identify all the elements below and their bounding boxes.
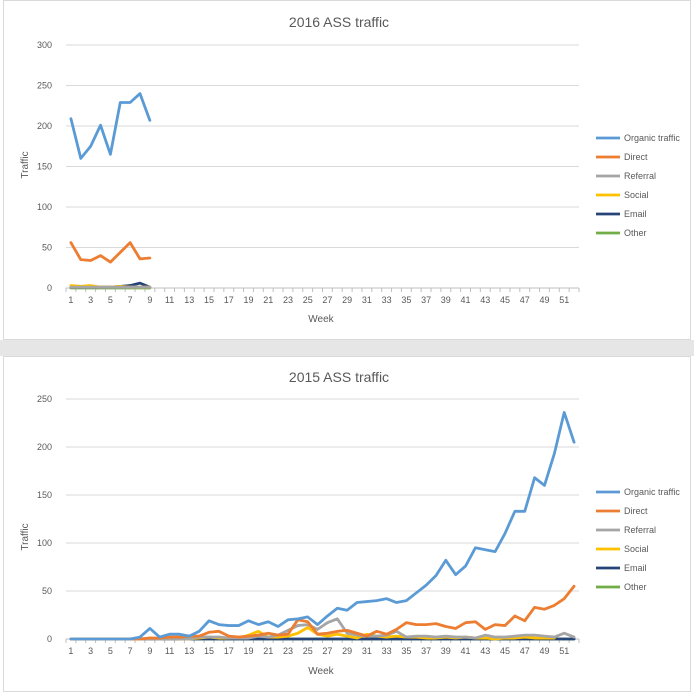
series-line-direct [69,584,576,641]
y-tick-label: 200 [37,121,52,131]
x-tick-label: 27 [322,646,332,656]
legend-entry: Other [624,228,647,238]
x-tick-label: 1 [68,646,73,656]
x-tick-label: 7 [128,295,133,305]
y-tick-label: 250 [37,81,52,91]
y-tick-label: 150 [37,490,52,500]
series-line-organic-traffic [69,411,576,641]
series-line-organic-traffic [69,92,152,160]
x-tick-label: 49 [539,295,549,305]
x-tick-label: 45 [500,295,510,305]
y-tick-label: 50 [42,243,52,253]
legend-entry: Organic traffic [624,133,680,143]
x-tick-label: 3 [88,295,93,305]
x-tick-label: 11 [165,646,174,656]
legend-entry: Email [624,209,647,219]
y-tick-label: 50 [42,586,52,596]
series-line-direct [69,241,152,264]
legend-entry: Organic traffic [624,487,680,497]
legend-entry: Email [624,563,647,573]
x-tick-label: 37 [421,646,431,656]
y-tick-label: 0 [47,634,52,644]
y-tick-label: 300 [37,40,52,50]
x-axis-label: Week [308,666,334,677]
x-tick-label: 3 [88,646,93,656]
x-tick-label: 15 [204,646,214,656]
x-tick-label: 35 [401,295,411,305]
x-axis-label: Week [308,314,334,325]
x-tick-label: 23 [283,295,293,305]
x-tick-label: 7 [128,646,133,656]
x-tick-label: 25 [303,295,313,305]
x-tick-label: 31 [362,646,372,656]
y-tick-label: 100 [37,538,52,548]
x-tick-label: 15 [204,295,214,305]
y-tick-label: 250 [37,394,52,404]
x-tick-label: 17 [224,646,234,656]
x-tick-label: 21 [263,295,273,305]
x-tick-label: 13 [184,646,194,656]
x-tick-label: 41 [461,646,471,656]
x-tick-label: 29 [342,295,352,305]
x-tick-label: 25 [303,646,313,656]
x-tick-label: 39 [441,295,451,305]
chart-title: 2016 ASS traffic [289,14,389,30]
legend-entry: Other [624,582,647,592]
chart-title: 2015 ASS traffic [289,369,389,385]
x-tick-label: 9 [147,646,152,656]
legend-entry: Direct [624,506,648,516]
legend-entry: Direct [624,152,648,162]
chart-2015-panel[interactable]: 2015 ASS traffic 0 50 100 150 200 250 1 3 5 7 9 11… [3,356,691,692]
legend-entry: Referral [624,171,656,181]
x-tick-label: 33 [382,646,392,656]
x-tick-label: 49 [539,646,549,656]
legend-entry: Referral [624,525,656,535]
y-tick-label: 100 [37,202,52,212]
legend: Organic traffic Direct Referral Social Email… [596,487,680,592]
x-tick-label: 47 [520,295,530,305]
x-tick-label: 13 [184,295,194,305]
x-tick-label: 23 [283,646,293,656]
legend: Organic traffic Direct Referral Social Email… [596,133,680,238]
x-tick-label: 9 [147,295,152,305]
x-tick-label: 35 [401,646,411,656]
y-tick-label: 200 [37,442,52,452]
x-tick-label: 51 [559,646,569,656]
x-tick-label: 19 [244,646,254,656]
legend-entry: Social [624,190,649,200]
x-tick-label: 33 [382,295,392,305]
chart-separator [0,340,694,356]
x-tick-label: 5 [108,295,113,305]
x-tick-label: 43 [480,646,490,656]
x-tick-label: 47 [520,646,530,656]
x-tick-label: 5 [108,646,113,656]
y-tick-label: 0 [47,283,52,293]
x-tick-label: 31 [362,295,372,305]
y-axis-label: Traffic [20,151,31,178]
x-tick-label: 17 [224,295,234,305]
x-tick-label: 29 [342,646,352,656]
y-axis-label: Traffic [20,523,31,550]
x-tick-label: 43 [480,295,490,305]
x-tick-label: 21 [263,646,273,656]
x-tick-label: 11 [165,295,174,305]
x-tick-label: 51 [559,295,569,305]
x-tick-label: 45 [500,646,510,656]
x-tick-label: 41 [461,295,471,305]
x-tick-label: 39 [441,646,451,656]
x-tick-label: 27 [322,295,332,305]
legend-entry: Social [624,544,649,554]
x-tick-label: 1 [68,295,73,305]
x-tick-label: 37 [421,295,431,305]
y-tick-label: 150 [37,162,52,172]
x-tick-label: 19 [244,295,254,305]
